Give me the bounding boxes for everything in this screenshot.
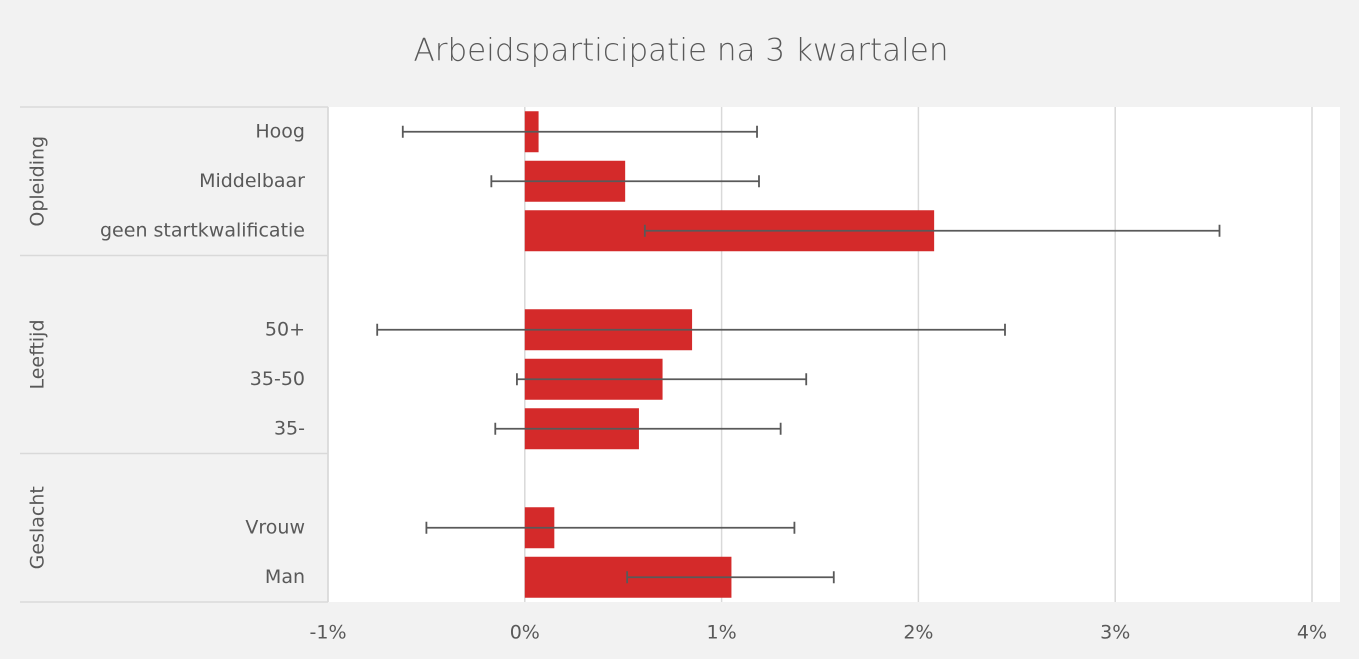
y-tick-label: Middelbaar — [199, 170, 305, 192]
error-bar — [516, 373, 808, 386]
y-tick-label: Hoog — [255, 120, 305, 142]
x-tick-label: 3% — [1100, 622, 1130, 644]
error-bar — [376, 323, 1006, 336]
error-bar — [643, 224, 1221, 237]
error-bar — [626, 571, 835, 584]
y-tick-label: Vrouw — [245, 516, 305, 538]
y-tick-label: 35-50 — [250, 368, 305, 390]
x-tick-label: 1% — [707, 622, 737, 644]
error-bar — [401, 125, 758, 138]
error-bar — [425, 521, 796, 534]
group-label: Geslacht — [27, 486, 49, 569]
x-tick-label: 2% — [903, 622, 933, 644]
y-tick-label: Man — [265, 566, 305, 588]
plot-area — [328, 107, 1340, 602]
group-label: Opleiding — [27, 136, 49, 227]
y-tick-label: 35- — [274, 417, 305, 439]
group-label: Leeftijd — [27, 319, 49, 389]
y-tick-label: geen startkwalificatie — [100, 219, 305, 241]
error-bar — [494, 422, 782, 435]
chart-title: Arbeidsparticipatie na 3 kwartalen — [414, 33, 949, 69]
x-tick-label: 4% — [1297, 622, 1327, 644]
y-tick-label: 50+ — [265, 318, 305, 340]
x-tick-label: -1% — [310, 622, 347, 644]
error-bar — [490, 175, 760, 188]
x-tick-label: 0% — [510, 622, 540, 644]
